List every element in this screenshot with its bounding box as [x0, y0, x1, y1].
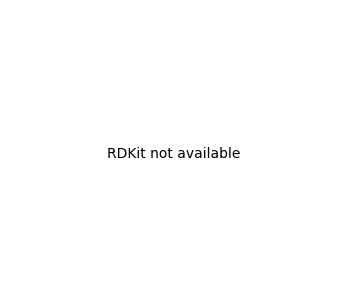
Text: RDKit not available: RDKit not available	[107, 147, 240, 161]
